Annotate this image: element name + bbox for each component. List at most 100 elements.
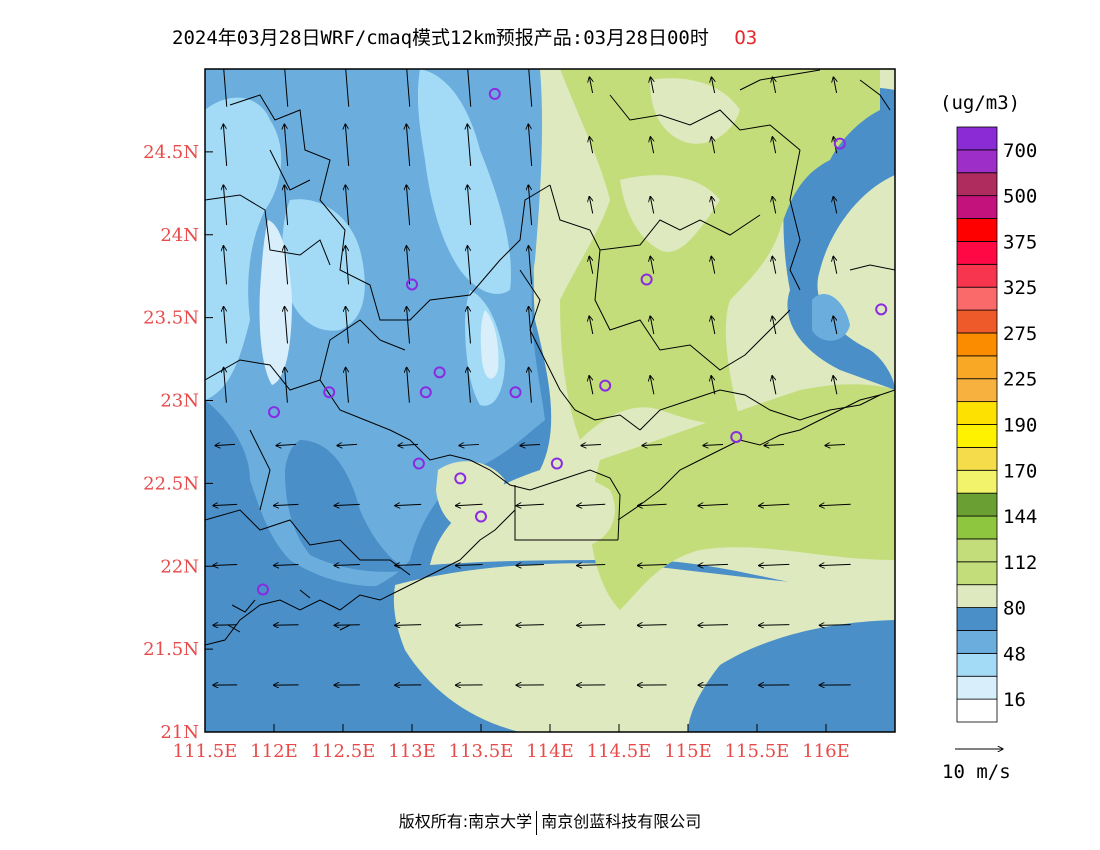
wind-arrow (224, 307, 227, 344)
longitude-axis: 111.5E 112E 112.5E 113E 113.5E 114E 114.5E 115E… (173, 724, 850, 762)
colorbar: 16 48 80 112 144 170 190 225 275 325 375 500 700 (956, 126, 1037, 723)
wind-arrow (223, 69, 228, 107)
station-marker (833, 137, 846, 150)
colorbar-segment (956, 424, 998, 448)
wind-arrow (395, 565, 422, 566)
wind-arrow (467, 246, 472, 285)
wind-scale-legend: 10 m/s (942, 749, 1011, 783)
lon-tick-label: 115E (664, 741, 712, 762)
station-marker (730, 430, 743, 443)
wind-arrow (284, 185, 289, 226)
wind-arrow (711, 197, 714, 214)
wind-scale-label: 10 m/s (942, 761, 1011, 783)
station-marker (550, 457, 563, 470)
administrative-boundaries (205, 69, 895, 576)
wind-arrow (764, 444, 785, 445)
station-marker (323, 386, 336, 399)
colorbar-segment (956, 675, 998, 700)
coastline (205, 389, 895, 646)
lon-tick-label: 112.5E (311, 741, 376, 762)
wind-arrow (577, 564, 606, 565)
colorbar-label: 375 (1003, 231, 1037, 253)
lat-tick-label: 23.5N (143, 308, 199, 329)
lon-tick-label: 114E (526, 741, 574, 762)
colorbar-segment (956, 652, 998, 677)
wind-arrow (345, 246, 350, 285)
wind-arrow (516, 564, 544, 565)
wind-arrow (455, 625, 483, 626)
colorbar-label: 500 (1003, 186, 1037, 208)
wind-arrow (334, 504, 360, 505)
station-marker (268, 406, 280, 419)
wind-arrow (819, 504, 851, 506)
footer-separator (536, 810, 538, 835)
lat-tick-label: 23N (160, 391, 199, 412)
lon-tick-label: 116E (802, 741, 850, 762)
wind-arrow (711, 376, 716, 395)
colorbar-label: 80 (1003, 598, 1026, 620)
wind-vectors (213, 69, 851, 685)
wind-arrow (467, 124, 472, 166)
wind-arrow (223, 185, 228, 226)
band-96-112-center (620, 175, 720, 252)
band-16-48-pearl (480, 310, 499, 379)
wind-arrow (772, 376, 777, 395)
wind-arrow (650, 376, 655, 395)
band-48-64-central (282, 199, 365, 331)
wind-arrow (589, 77, 592, 94)
colorbar-label: 225 (1003, 369, 1037, 391)
wind-arrow (833, 376, 838, 395)
wind-arrow (334, 625, 360, 626)
colorbar-segment (956, 469, 998, 494)
wind-arrow (345, 69, 350, 107)
colorbar-label: 16 (1003, 689, 1026, 711)
variable-label: O3 (734, 27, 757, 49)
wind-arrow (577, 504, 606, 505)
wind-arrow (407, 367, 410, 403)
wind-arrow (467, 69, 472, 107)
wind-arrow (346, 307, 349, 344)
wind-arrow (819, 625, 851, 626)
colorbar-segment (956, 126, 998, 151)
colorbar-segment (956, 149, 998, 174)
wind-arrow (468, 367, 471, 403)
wind-arrow (213, 504, 238, 505)
wind-arrow (759, 504, 790, 506)
wind-arrow (529, 367, 532, 403)
colorbar-segment (956, 309, 998, 334)
colorbar-unit: (ug/m3) (940, 92, 1020, 114)
wind-arrow (406, 185, 411, 226)
band-80-96-coastal (393, 563, 895, 732)
station-marker (488, 87, 501, 100)
lat-tick-label: 21.5N (143, 639, 199, 660)
wind-arrow (759, 564, 790, 565)
wind-arrow (711, 316, 716, 335)
wind-arrow (711, 256, 714, 274)
wind-arrow (345, 185, 350, 226)
colorbar-segment (956, 538, 998, 563)
colorbar-segment (956, 561, 998, 586)
colorbar-label: 325 (1003, 277, 1037, 299)
colorbar-segment (956, 355, 998, 380)
colorbar-segment (956, 218, 998, 242)
colorbar-segment (956, 263, 998, 288)
wind-arrow (650, 197, 653, 214)
copyright-owner: 版权所有:南京大学 (398, 812, 533, 831)
wind-arrow (284, 69, 289, 107)
colorbar-label: 700 (1003, 140, 1037, 162)
lon-tick-label: 114.5E (587, 741, 652, 762)
latitude-axis: 21N 21.5N 22N 22.5N 23N 23.5N 24N 24.5N (143, 142, 213, 743)
wind-arrow (215, 444, 236, 445)
station-marker (419, 386, 432, 399)
wind-arrow (698, 504, 728, 506)
monitoring-stations (256, 87, 888, 596)
wind-arrow (467, 185, 472, 226)
band-80-96-delta (436, 461, 505, 530)
wind-arrow (589, 376, 594, 395)
wind-arrow (224, 367, 227, 403)
wind-arrow (455, 564, 483, 565)
wind-arrow (346, 367, 349, 403)
wind-arrow (833, 77, 836, 94)
lat-tick-label: 21N (160, 722, 199, 743)
lat-tick-label: 22.5N (143, 473, 199, 494)
